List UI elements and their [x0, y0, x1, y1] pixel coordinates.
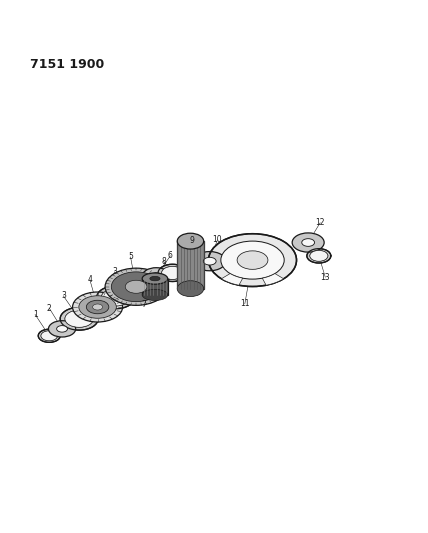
Ellipse shape: [56, 326, 68, 332]
Ellipse shape: [221, 241, 284, 279]
Ellipse shape: [142, 268, 170, 285]
Text: 9: 9: [189, 237, 194, 245]
Text: 12: 12: [315, 219, 325, 227]
Polygon shape: [142, 279, 168, 295]
Ellipse shape: [79, 296, 116, 318]
Ellipse shape: [237, 251, 268, 269]
Ellipse shape: [162, 266, 183, 279]
Text: 2: 2: [47, 304, 52, 312]
Text: 7151 1900: 7151 1900: [30, 58, 104, 71]
Ellipse shape: [151, 273, 162, 279]
Ellipse shape: [86, 300, 109, 314]
Ellipse shape: [209, 234, 296, 286]
Text: 8: 8: [161, 257, 166, 265]
Ellipse shape: [150, 276, 160, 281]
Text: 5: 5: [128, 253, 133, 261]
Ellipse shape: [158, 264, 187, 281]
Text: 11: 11: [240, 300, 250, 308]
Ellipse shape: [97, 286, 134, 309]
Text: 6: 6: [168, 252, 173, 260]
Ellipse shape: [41, 331, 57, 341]
Ellipse shape: [48, 321, 76, 337]
Ellipse shape: [105, 268, 167, 305]
Ellipse shape: [142, 289, 168, 301]
Polygon shape: [177, 241, 204, 289]
Text: 3: 3: [112, 268, 117, 276]
Text: 7: 7: [141, 301, 146, 309]
Ellipse shape: [38, 329, 60, 342]
Ellipse shape: [203, 257, 216, 265]
Text: 4: 4: [87, 276, 92, 284]
Ellipse shape: [101, 289, 130, 306]
Text: 3: 3: [61, 292, 66, 300]
Ellipse shape: [177, 233, 204, 249]
Ellipse shape: [194, 252, 226, 271]
Ellipse shape: [177, 281, 204, 296]
Text: 10: 10: [213, 236, 222, 244]
Polygon shape: [221, 273, 243, 285]
Ellipse shape: [73, 292, 122, 322]
Ellipse shape: [60, 308, 98, 330]
Ellipse shape: [292, 233, 324, 252]
Ellipse shape: [65, 310, 93, 327]
Text: 13: 13: [321, 273, 330, 281]
Text: 1: 1: [33, 310, 38, 319]
Polygon shape: [262, 273, 284, 285]
Ellipse shape: [125, 280, 147, 293]
Ellipse shape: [92, 304, 103, 310]
Ellipse shape: [310, 251, 328, 261]
Ellipse shape: [142, 273, 168, 284]
Ellipse shape: [307, 248, 331, 263]
Ellipse shape: [302, 239, 315, 246]
Ellipse shape: [111, 272, 161, 302]
